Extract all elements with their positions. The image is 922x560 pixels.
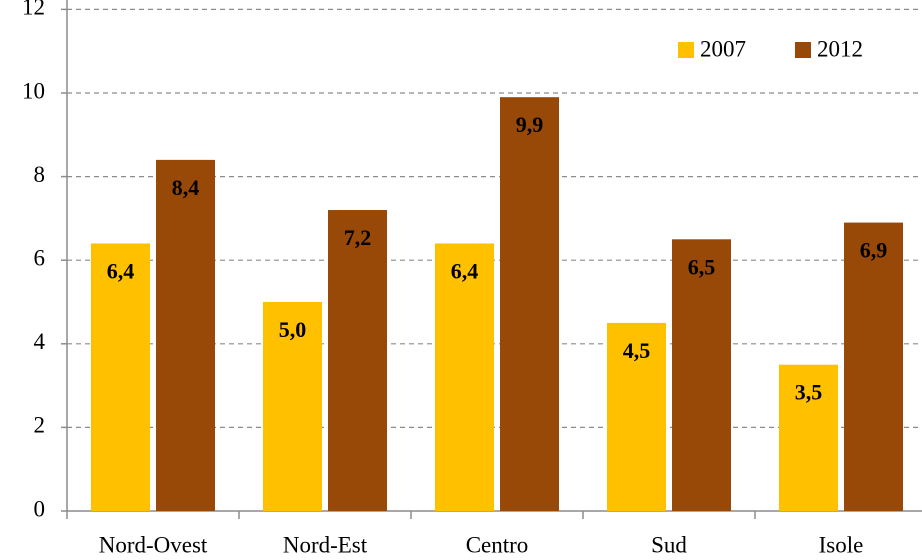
bar [779,364,838,511]
bar [156,159,215,511]
bar [435,243,494,512]
x-tick-label: Nord-Ovest [99,532,208,557]
value-label: 9,9 [516,112,544,137]
bar [844,222,903,511]
x-tick-label: Centro [466,532,529,557]
value-label: 7,2 [344,225,372,250]
y-tick-label: 8 [34,162,46,187]
bar [500,97,559,512]
value-label: 6,4 [107,259,135,284]
bar [263,302,322,511]
bar [607,322,666,511]
value-label: 6,9 [860,238,888,263]
bar [672,239,731,512]
legend-label: 2012 [817,36,863,61]
value-label: 8,4 [172,175,200,200]
y-tick-label: 12 [22,0,45,20]
legend-label: 2007 [700,36,746,61]
legend-swatch [795,42,811,58]
value-label: 6,4 [451,259,479,284]
y-tick-label: 2 [34,413,46,438]
value-label: 3,5 [795,380,823,405]
value-label: 6,5 [688,254,716,279]
y-tick-label: 4 [34,329,46,354]
value-label: 5,0 [279,317,307,342]
x-tick-label: Isole [819,532,864,557]
value-label: 4,5 [623,338,651,363]
y-tick-label: 0 [34,496,46,521]
legend-swatch [678,42,694,58]
y-tick-label: 10 [22,78,45,103]
bar [91,243,150,512]
y-tick-label: 6 [34,245,46,270]
x-tick-label: Nord-Est [283,532,368,557]
x-tick-label: Sud [651,532,687,557]
bar [328,210,387,512]
